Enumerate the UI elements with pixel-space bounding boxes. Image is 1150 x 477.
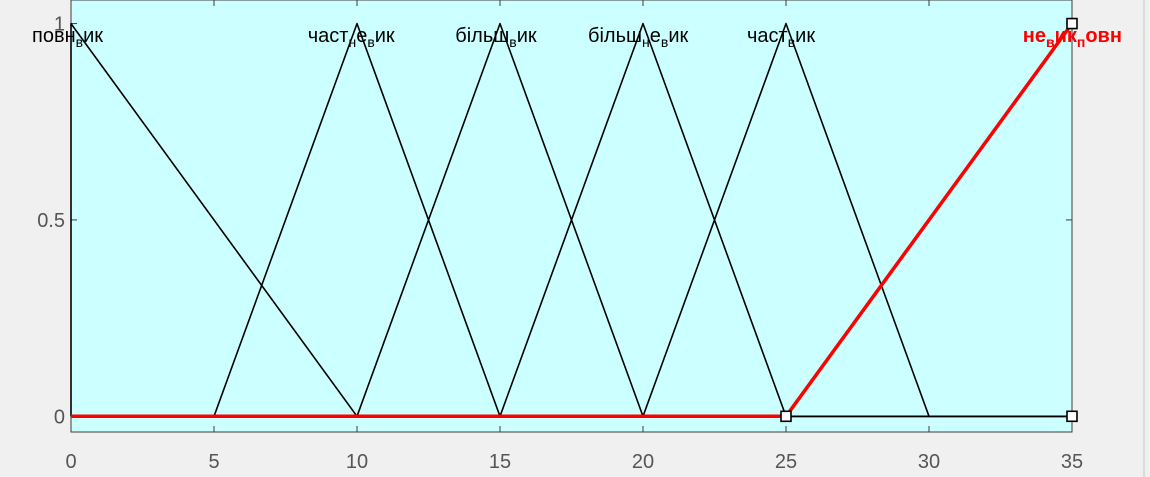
- mf-label-3-part-2: е: [650, 25, 661, 47]
- mf-label-4: частвик: [747, 25, 815, 50]
- mf-label-1-part-4: ик: [375, 25, 395, 47]
- y-tick-label-1: 0.5: [37, 210, 65, 232]
- mf-label-1-part-2: е: [356, 25, 367, 47]
- y-tick-label-0: 0: [54, 406, 65, 428]
- mf-label-5-part-3: п: [1077, 34, 1085, 50]
- vertex-handle-0[interactable]: [780, 410, 792, 423]
- mf-label-1-part-1: н: [348, 34, 356, 50]
- plot-area: [70, 0, 1073, 433]
- x-tick-label-2: 10: [346, 451, 368, 473]
- mf-label-2-part-1: в: [509, 34, 516, 50]
- vertex-handle-2[interactable]: [1066, 410, 1078, 423]
- x-tick-label-4: 20: [632, 451, 654, 473]
- mf-label-3-part-0: більш: [588, 25, 642, 47]
- mf-label-5-part-4: овн: [1085, 25, 1122, 47]
- mf-label-0: повнвик: [32, 25, 103, 50]
- vertex-handles: [780, 17, 1078, 423]
- x-tick-label-3: 15: [489, 451, 511, 473]
- tick-labels: 0 5 10 15 20 25 30 35 0 0.5 1: [37, 14, 1083, 473]
- mf-label-5: невикповн: [1023, 25, 1122, 50]
- mf-label-3-part-3: в: [661, 34, 668, 50]
- mf-label-3-part-4: ик: [668, 25, 688, 47]
- mf-label-5-part-1: в: [1046, 34, 1055, 50]
- x-tick-label-7: 35: [1061, 451, 1083, 473]
- mf-label-2: більшвик: [455, 25, 537, 50]
- y-tick-label-2: 1: [54, 14, 65, 36]
- mf-label-0-part-2: ик: [83, 25, 103, 47]
- mf-label-4-part-0: част: [747, 25, 788, 47]
- mf-label-3-part-1: н: [642, 34, 650, 50]
- x-tick-label-1: 5: [208, 451, 219, 473]
- mf-label-5-part-2: ик: [1055, 25, 1078, 47]
- vertex-handle-1[interactable]: [1066, 17, 1078, 30]
- mf-label-2-part-2: ик: [517, 25, 537, 47]
- x-tick-label-5: 25: [775, 451, 797, 473]
- mf-label-0-part-0: повн: [32, 25, 76, 47]
- mf-label-3: більшневик: [588, 25, 689, 50]
- mf-label-4-part-1: в: [788, 34, 795, 50]
- mf-label-0-part-1: в: [76, 34, 83, 50]
- mf-label-5-part-0: не: [1023, 25, 1046, 47]
- mf-label-2-part-0: більш: [455, 25, 509, 47]
- mf-label-1-part-3: в: [367, 34, 374, 50]
- mf-label-4-part-2: ик: [795, 25, 815, 47]
- x-tick-label-6: 30: [918, 451, 940, 473]
- x-tick-label-0: 0: [65, 451, 76, 473]
- mf-labels: повнвик частневик більшвик більшневик частви…: [32, 25, 1122, 50]
- mf-label-1: частневик: [308, 25, 395, 50]
- mf-label-1-part-0: част: [308, 25, 349, 47]
